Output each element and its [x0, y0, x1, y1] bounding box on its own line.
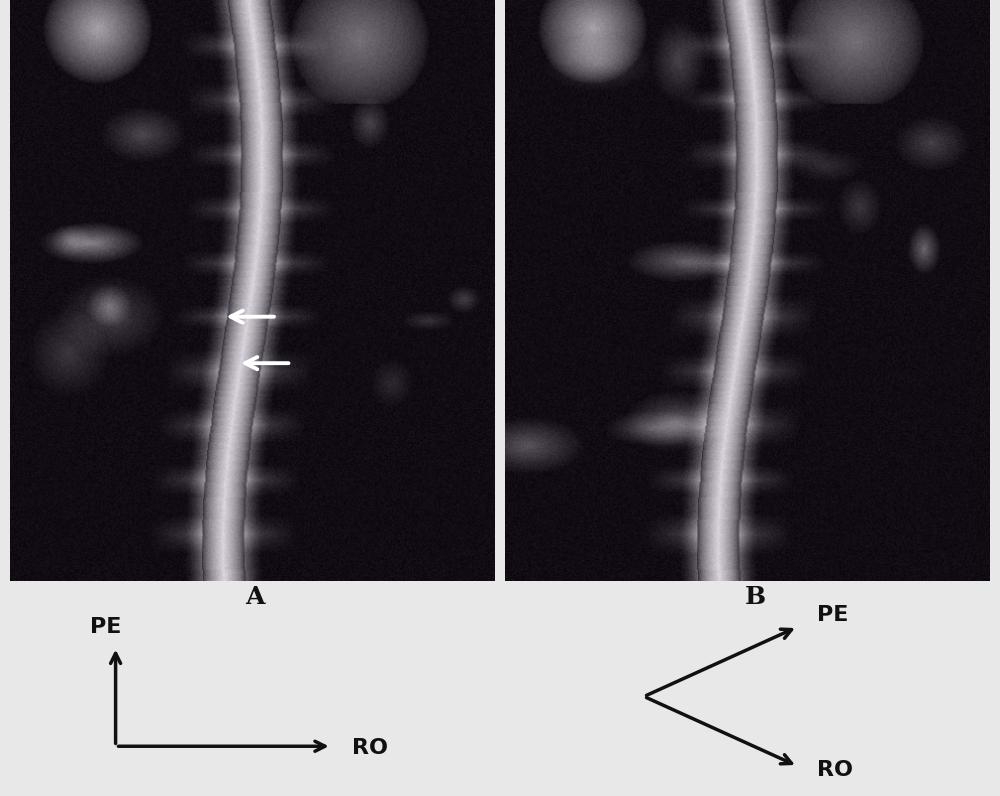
- Text: PE: PE: [90, 617, 122, 637]
- Text: PE: PE: [817, 605, 848, 625]
- Text: A: A: [245, 585, 265, 609]
- Text: B: B: [744, 585, 766, 609]
- Text: RO: RO: [817, 760, 853, 780]
- Text: RO: RO: [352, 738, 388, 759]
